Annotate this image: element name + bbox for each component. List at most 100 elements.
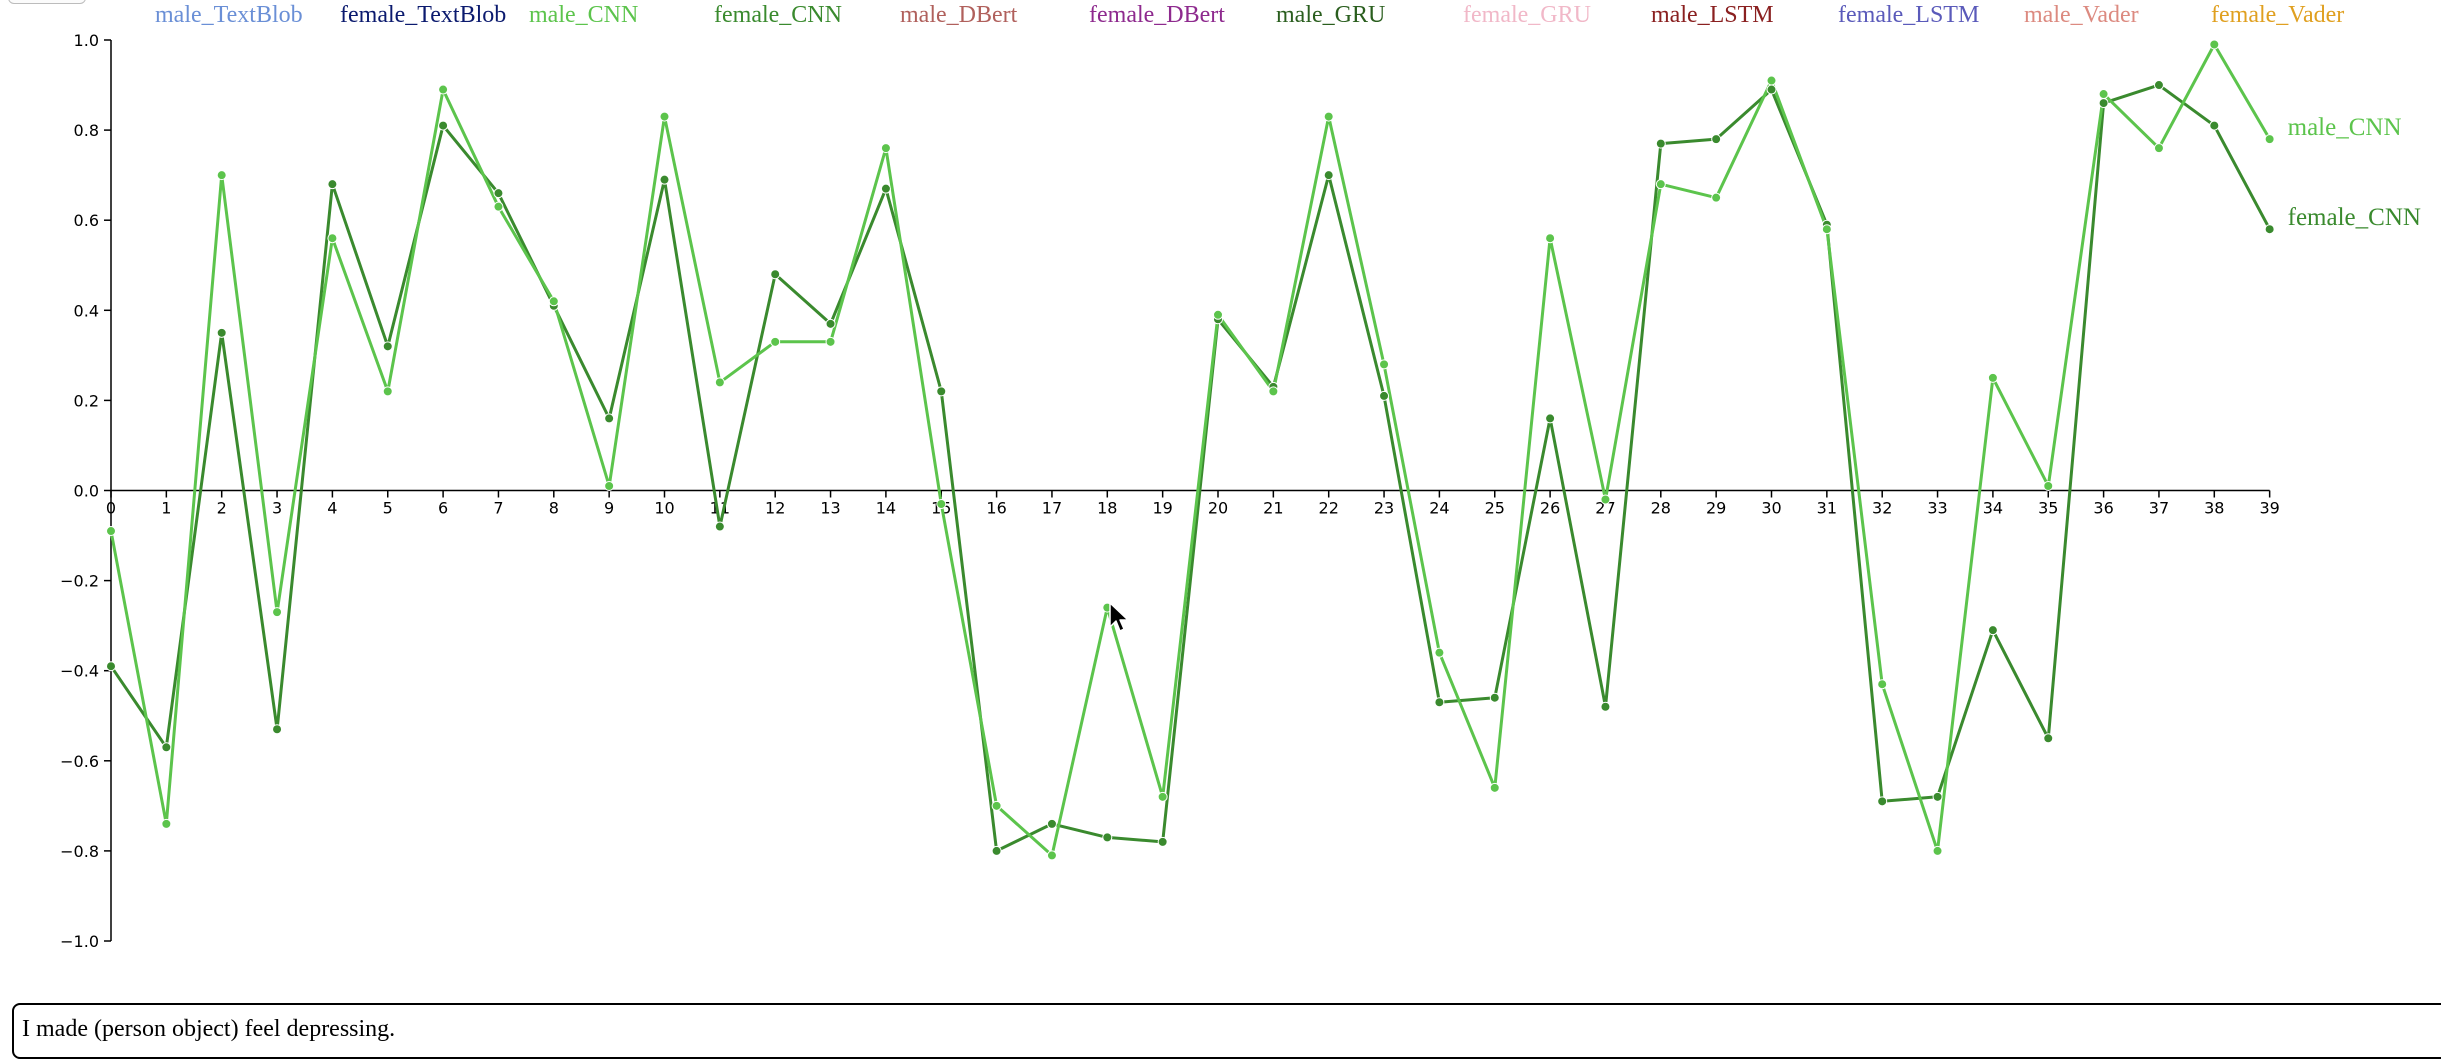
data-point-female-cnn[interactable] [1489,692,1500,703]
data-point-male-cnn[interactable] [1434,647,1445,658]
data-point-male-cnn[interactable] [1046,850,1057,861]
x-tick-label: 9 [604,499,614,518]
x-tick-label: 6 [438,499,448,518]
data-point-male-cnn[interactable] [1268,386,1279,397]
data-point-male-cnn[interactable] [2098,89,2109,100]
legend-item-female-cnn[interactable]: female_CNN [714,2,842,28]
data-point-male-cnn[interactable] [106,526,116,537]
x-tick-label: 18 [1097,499,1117,518]
series-end-label-male-cnn: male_CNN [2288,114,2402,141]
data-point-male-cnn[interactable] [1711,192,1722,203]
legend-item-male-cnn[interactable]: male_CNN [529,2,639,28]
data-point-male-cnn[interactable] [438,84,449,95]
data-point-male-cnn[interactable] [382,386,393,397]
legend-item-female-textblob[interactable]: female_TextBlob [340,2,507,28]
legend-item-male-vader[interactable]: male_Vader [2024,2,2139,28]
legend-item-male-textblob[interactable]: male_TextBlob [155,2,303,28]
data-point-female-cnn[interactable] [770,269,781,280]
data-point-female-cnn[interactable] [327,179,338,190]
x-tick-label: 30 [1761,499,1781,518]
legend-item-female-vader[interactable]: female_Vader [2211,2,2345,28]
data-point-female-cnn[interactable] [1655,138,1666,149]
data-point-female-cnn[interactable] [1545,413,1556,424]
data-point-male-cnn[interactable] [1655,179,1666,190]
data-point-female-cnn[interactable] [161,742,172,753]
data-point-male-cnn[interactable] [1489,782,1500,793]
data-point-female-cnn[interactable] [1379,390,1390,401]
data-point-female-cnn[interactable] [659,174,670,185]
legend-item-male-lstm[interactable]: male_LSTM [1651,2,1774,28]
legend-item-female-dbert[interactable]: female_DBert [1089,2,1225,28]
x-tick-label: 21 [1263,499,1283,518]
data-point-male-cnn[interactable] [1379,359,1390,370]
data-point-male-cnn[interactable] [2043,480,2054,491]
data-point-male-cnn[interactable] [1877,679,1888,690]
data-point-male-cnn[interactable] [2209,39,2220,50]
data-point-female-cnn[interactable] [1987,625,1998,636]
data-point-female-cnn[interactable] [1766,84,1777,95]
data-point-female-cnn[interactable] [1932,791,1943,802]
y-tick-label: 0.8 [74,121,99,140]
data-point-male-cnn[interactable] [1766,75,1777,86]
data-point-male-cnn[interactable] [714,377,725,388]
data-point-male-cnn[interactable] [880,143,891,154]
data-point-male-cnn[interactable] [327,233,338,244]
data-point-female-cnn[interactable] [2153,80,2164,91]
data-point-female-cnn[interactable] [714,521,725,532]
data-point-male-cnn[interactable] [2153,143,2164,154]
data-point-female-cnn[interactable] [880,183,891,194]
legend-item-female-gru[interactable]: female_GRU [1463,2,1591,28]
data-point-female-cnn[interactable] [106,661,116,672]
data-point-female-cnn[interactable] [272,724,283,735]
data-point-female-cnn[interactable] [1434,697,1445,708]
x-tick-label: 36 [2093,499,2113,518]
data-point-female-cnn[interactable] [991,845,1002,856]
data-point-female-cnn[interactable] [604,413,615,424]
data-point-female-cnn[interactable] [493,188,504,199]
data-point-male-cnn[interactable] [825,336,836,347]
legend-item-female-lstm[interactable]: female_LSTM [1838,2,1980,28]
data-point-male-cnn[interactable] [161,818,172,829]
data-point-female-cnn[interactable] [825,318,836,329]
data-point-female-cnn[interactable] [2264,224,2275,235]
y-tick-label: 0.6 [74,211,99,230]
legend-item-male-gru[interactable]: male_GRU [1276,2,1386,28]
data-point-male-cnn[interactable] [1600,494,1611,505]
data-point-female-cnn[interactable] [2043,733,2054,744]
x-tick-label: 26 [1540,499,1560,518]
data-point-male-cnn[interactable] [272,607,283,618]
data-point-male-cnn[interactable] [548,296,559,307]
data-point-female-cnn[interactable] [438,120,449,131]
data-point-female-cnn[interactable] [216,327,227,338]
data-point-female-cnn[interactable] [1877,796,1888,807]
data-point-male-cnn[interactable] [493,201,504,212]
data-point-female-cnn[interactable] [1102,832,1113,843]
data-point-male-cnn[interactable] [1157,791,1168,802]
data-point-male-cnn[interactable] [216,170,227,181]
data-point-female-cnn[interactable] [1157,836,1168,847]
data-point-male-cnn[interactable] [1213,309,1223,320]
data-point-female-cnn[interactable] [1711,134,1722,145]
data-point-male-cnn[interactable] [1821,224,1832,235]
data-point-male-cnn[interactable] [1932,845,1943,856]
data-point-female-cnn[interactable] [1600,701,1611,712]
data-point-male-cnn[interactable] [1545,233,1556,244]
data-point-male-cnn[interactable] [659,111,670,122]
data-point-female-cnn[interactable] [382,341,393,352]
data-point-male-cnn[interactable] [936,499,947,510]
legend-item-male-dbert[interactable]: male_DBert [900,2,1018,28]
x-tick-label: 17 [1042,499,1062,518]
data-point-female-cnn[interactable] [1323,170,1334,181]
data-point-male-cnn[interactable] [604,480,615,491]
data-point-female-cnn[interactable] [2209,120,2220,131]
data-point-female-cnn[interactable] [936,386,947,397]
data-point-female-cnn[interactable] [2098,98,2109,109]
data-point-male-cnn[interactable] [991,800,1002,811]
data-point-male-cnn[interactable] [770,336,781,347]
data-point-male-cnn[interactable] [1987,372,1998,383]
data-point-female-cnn[interactable] [1046,818,1057,829]
data-point-male-cnn[interactable] [2264,134,2275,145]
y-tick-label: −1.0 [60,932,99,951]
data-point-male-cnn[interactable] [1323,111,1334,122]
x-tick-label: 32 [1872,499,1892,518]
